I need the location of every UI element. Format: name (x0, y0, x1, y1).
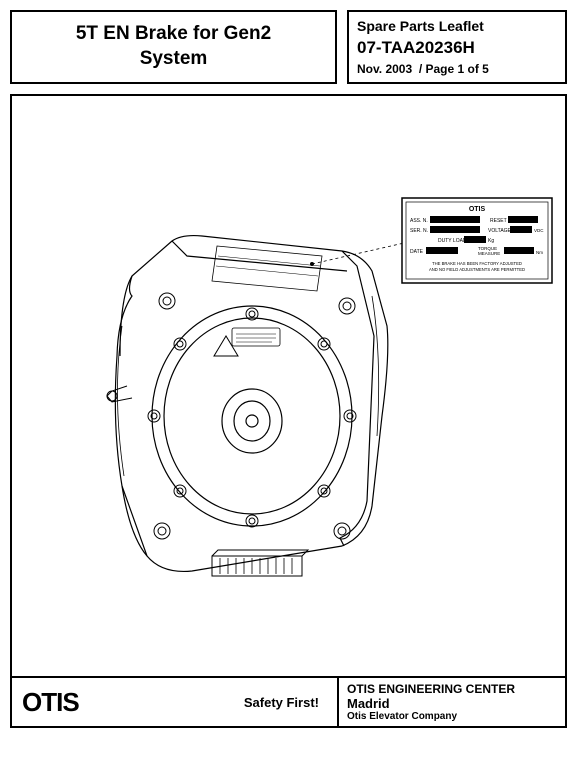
nameplate-kg: Kg (488, 238, 494, 244)
footer-left: OTIS Safety First! (12, 678, 337, 726)
info-box: Spare Parts Leaflet 07-TAA20236H Nov. 20… (347, 10, 567, 84)
company: Otis Elevator Company (347, 711, 557, 722)
brake-drawing: OTIS ASS. N. SER. N. DUTY LOAD Kg DATE R… (12, 96, 565, 676)
footer-row: OTIS Safety First! OTIS ENGINEERING CENT… (10, 678, 567, 728)
nameplate-date: DATE (410, 249, 424, 255)
nameplate-ass: ASS. N. (410, 218, 428, 224)
nameplate-reset: RESET (490, 218, 507, 224)
date-page: Nov. 2003 / Page 1 of 5 (357, 62, 557, 76)
nameplate-brand: OTIS (469, 206, 486, 213)
footer-right: OTIS ENGINEERING CENTER Madrid Otis Elev… (337, 678, 565, 726)
nameplate-ser: SER. N. (410, 228, 428, 234)
safety-text: Safety First! (244, 695, 319, 710)
title-line1: 5T EN Brake for Gen2 (76, 23, 271, 44)
title-line2: System (140, 48, 208, 69)
nameplate-volt: VOLTAGE (488, 228, 512, 234)
page-text: / Page 1 of 5 (419, 62, 489, 76)
date-text: Nov. 2003 (357, 62, 412, 76)
product-title: 5T EN Brake for Gen2 System (18, 22, 329, 71)
engineering-center: OTIS ENGINEERING CENTER (347, 682, 557, 696)
title-box: 5T EN Brake for Gen2 System (10, 10, 337, 84)
nameplate-note2: AND NO FIELD ADJUSTMENTS ARE PERMITTED (429, 267, 525, 272)
drawing-box: OTIS ASS. N. SER. N. DUTY LOAD Kg DATE R… (10, 94, 567, 678)
leaflet-label: Spare Parts Leaflet (357, 18, 557, 34)
nameplate-vdc: VDC (534, 228, 544, 233)
nameplate-nm: Nm (536, 250, 543, 255)
part-number: 07-TAA20236H (357, 38, 557, 58)
city: Madrid (347, 696, 557, 711)
nameplate-callout: OTIS ASS. N. SER. N. DUTY LOAD Kg DATE R… (402, 198, 552, 283)
otis-logo: OTIS (22, 687, 79, 718)
nameplate-duty: DUTY LOAD (438, 238, 467, 244)
nameplate-note1: THE BRAKE HAS BEEN FACTORY ADJUSTED (432, 261, 522, 266)
header-row: 5T EN Brake for Gen2 System Spare Parts … (10, 10, 567, 84)
nameplate-torque2: MEASURE (478, 251, 500, 256)
